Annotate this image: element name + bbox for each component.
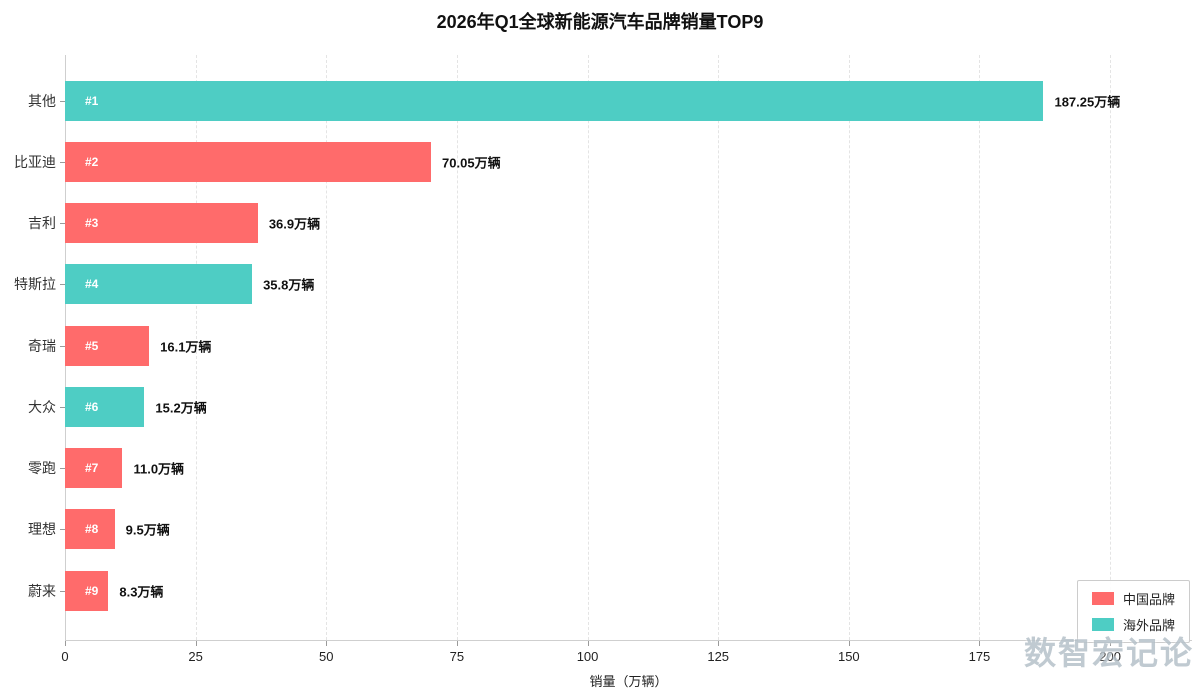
x-tick-label: 125: [707, 649, 730, 664]
value-label: 16.1万辆: [160, 339, 212, 354]
rank-label: #5: [85, 338, 99, 353]
grid-line: [848, 55, 850, 640]
bar-row: 吉利 #3 36.9万辆: [0, 193, 1200, 254]
legend-label-overseas: 海外品牌: [1122, 618, 1175, 633]
bar-china: #2: [65, 141, 432, 182]
legend: 中国品牌 海外品牌: [1076, 580, 1190, 643]
value-label: 35.8万辆: [263, 277, 315, 293]
value-label: 9.5万辆: [125, 522, 170, 538]
x-tick-label: 0: [61, 649, 69, 664]
x-tick-label: 50: [319, 649, 334, 664]
y-category-label: 零跑: [28, 460, 56, 476]
y-category-label: 奇瑞: [28, 337, 56, 354]
rank-label: #1: [85, 93, 99, 108]
x-tick-mark: [587, 641, 589, 646]
chart-title: 2026年Q1全球新能源汽车品牌销量TOP9: [436, 12, 764, 32]
value-label: 36.9万辆: [268, 216, 321, 232]
y-category-label: 其他: [28, 92, 56, 109]
rank-label: #2: [85, 154, 99, 169]
value-label: 187.25万辆: [1054, 94, 1121, 109]
bar-china: #7: [65, 448, 123, 488]
bar-row: 比亚迪 #2 70.05万辆: [0, 131, 1200, 192]
x-tick-label: 25: [188, 649, 203, 664]
bar-china: #9: [65, 570, 109, 611]
bar-china: #3: [65, 203, 258, 243]
grid-line: [587, 55, 589, 640]
bar-row: 其他 #1 187.25万辆: [0, 70, 1200, 131]
x-tick-label: 200: [1099, 649, 1121, 664]
rank-label: #9: [85, 583, 99, 598]
bar-overseas: #4: [65, 264, 253, 305]
y-tick-mark: [60, 406, 65, 408]
x-tick-mark: [456, 641, 458, 646]
bar-china: #5: [65, 325, 150, 366]
bar-row: 大众 #6 15.2万辆: [0, 376, 1200, 437]
x-tick-mark: [848, 641, 850, 646]
y-category-label: 蔚来: [28, 582, 56, 599]
bar-china: #8: [65, 509, 115, 550]
x-tick-mark: [326, 641, 328, 646]
rank-label: #6: [85, 399, 99, 414]
x-tick-label: 75: [449, 649, 465, 664]
grid-line: [1110, 55, 1112, 640]
bar-row: 特斯拉 #4 35.8万辆: [0, 254, 1200, 315]
grid-line: [456, 55, 458, 640]
y-category-label: 理想: [28, 521, 56, 538]
rank-label: #8: [85, 522, 99, 537]
bar-row: 奇瑞 #5 16.1万辆: [0, 315, 1200, 376]
y-tick-mark: [60, 284, 65, 286]
y-tick-mark: [60, 161, 65, 163]
y-tick-mark: [60, 468, 65, 469]
x-tick-mark: [195, 641, 197, 646]
x-axis-spine: [65, 640, 1192, 641]
value-label: 8.3万辆: [119, 584, 164, 599]
x-axis-label: 销量（万辆）: [589, 674, 668, 689]
x-tick-label: 175: [968, 649, 991, 664]
grid-line: [979, 55, 981, 640]
y-tick-mark: [60, 100, 65, 102]
legend-swatch-china: [1091, 592, 1114, 605]
rank-label: #7: [85, 461, 99, 475]
x-tick-mark: [979, 641, 981, 646]
y-tick-mark: [60, 590, 65, 592]
rank-label: #3: [85, 216, 99, 230]
rank-label: #4: [85, 277, 99, 292]
grid-line: [326, 55, 328, 640]
y-tick-mark: [60, 345, 65, 347]
bar-row: 零跑 #7 11.0万辆: [0, 438, 1200, 499]
x-tick-mark: [718, 641, 720, 646]
bar-overseas: #1: [65, 80, 1044, 121]
legend-swatch-overseas: [1091, 618, 1114, 631]
y-category-label: 特斯拉: [14, 276, 56, 293]
x-tick-label: 150: [837, 649, 860, 664]
legend-item-china: 中国品牌: [1091, 589, 1175, 608]
bar-row: 蔚来 #9 8.3万辆: [0, 560, 1200, 621]
x-tick-label: 100: [576, 649, 599, 664]
x-tick-mark: [1110, 641, 1112, 646]
y-tick-mark: [60, 529, 65, 531]
bar-overseas: #6: [65, 386, 145, 427]
value-label: 70.05万辆: [442, 155, 501, 171]
grid-line: [195, 55, 197, 640]
bar-row: 理想 #8 9.5万辆: [0, 499, 1200, 560]
grid-line: [718, 55, 720, 640]
legend-label-china: 中国品牌: [1122, 592, 1175, 607]
y-tick-mark: [60, 223, 65, 224]
y-category-label: 比亚迪: [14, 153, 56, 170]
y-category-label: 大众: [28, 398, 56, 415]
x-tick-mark: [65, 641, 66, 646]
value-label: 11.0万辆: [133, 461, 185, 477]
value-label: 15.2万辆: [155, 400, 207, 416]
y-category-label: 吉利: [28, 215, 56, 231]
legend-item-overseas: 海外品牌: [1091, 615, 1175, 634]
